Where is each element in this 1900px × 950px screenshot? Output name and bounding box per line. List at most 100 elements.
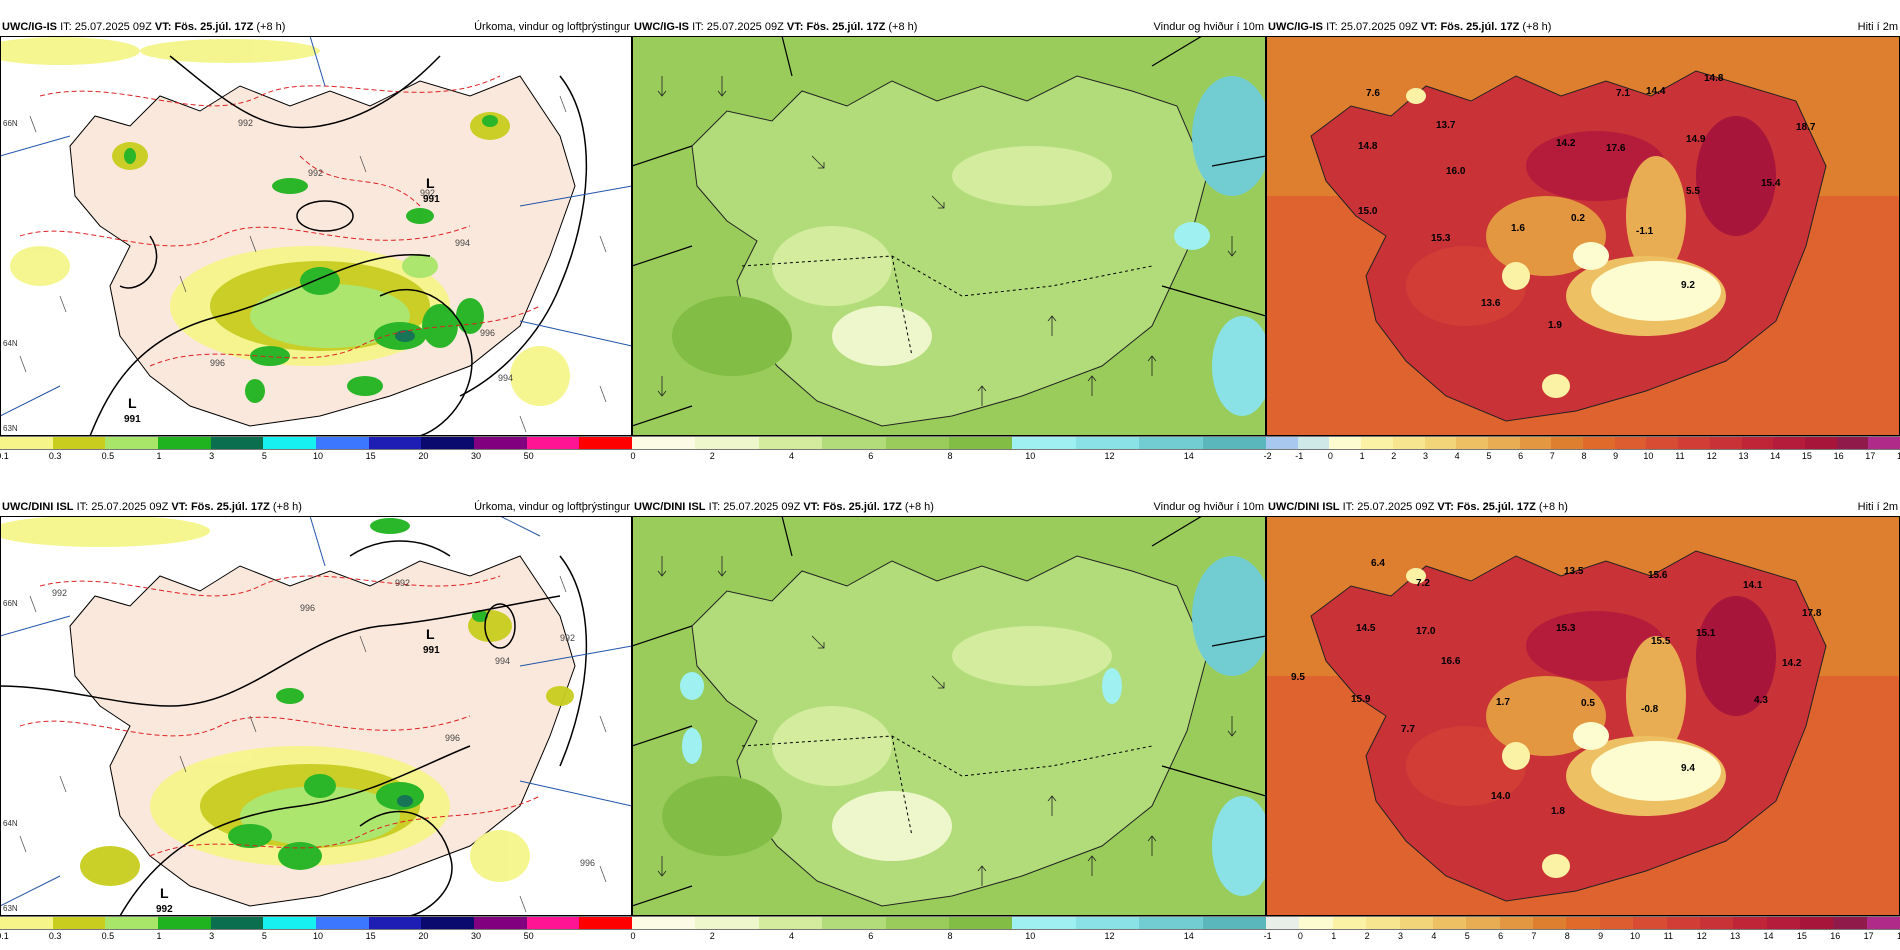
colorbar-tick: 0.1 xyxy=(0,931,9,941)
colorbar-tick: 1 xyxy=(1331,931,1337,941)
colorbar-swatch xyxy=(1297,437,1330,449)
colorbar-swatch xyxy=(1741,437,1774,449)
colorbar-tick: 18 xyxy=(1896,931,1900,941)
isobar-label: 992 xyxy=(52,588,67,598)
precip-map[interactable]: 992 992 992 994 996 996 996 66N 64N 63N … xyxy=(0,516,632,916)
colorbar-tick: 14 xyxy=(1183,931,1194,941)
colorbar-swatch xyxy=(52,437,106,449)
colorbar-swatch xyxy=(1773,437,1805,449)
temperature-label: 17.0 xyxy=(1416,626,1436,637)
colorbar-swatch xyxy=(1733,917,1767,929)
temperature-label: 9.2 xyxy=(1681,280,1695,291)
colorbar-swatch xyxy=(1399,917,1433,929)
low-marker: L xyxy=(128,395,137,411)
colorbar-tick: 14 xyxy=(1763,931,1774,941)
temperature-label: 15.9 xyxy=(1351,694,1371,705)
colorbar-swatch xyxy=(368,917,422,929)
colorbar-tick: 12 xyxy=(1706,451,1717,461)
low-marker: L xyxy=(426,626,435,642)
low-pressure: 991 xyxy=(423,645,440,656)
isobar-label: 996 xyxy=(300,603,315,613)
temp-map[interactable]: 6.4 7.2 14.5 17.0 16.6 9.5 15.9 7.7 1.7 0.5 -0.8 14… xyxy=(1266,516,1900,916)
colorbar-tick: 4 xyxy=(1431,931,1437,941)
colorbar-tick: 1 xyxy=(1359,451,1365,461)
colorbar-tick: 3 xyxy=(209,451,215,461)
colorbar-tick: 8 xyxy=(947,451,953,461)
isobar-label: 994 xyxy=(455,238,470,248)
colorbar-swatch xyxy=(158,437,211,449)
wind-map[interactable] xyxy=(632,516,1266,916)
lead-time: (+8 h) xyxy=(1522,21,1552,33)
lat-label: 63N xyxy=(3,424,18,433)
colorbar-swatch xyxy=(0,917,53,929)
colorbar-tick: 9 xyxy=(1613,451,1619,461)
lat-label: 64N xyxy=(3,339,18,348)
low-marker: L xyxy=(160,885,169,901)
it-label: IT: xyxy=(1326,21,1338,33)
colorbar-tick: 7 xyxy=(1531,931,1537,941)
it-value: 25.07.2025 09Z xyxy=(1357,501,1435,513)
colorbar-swatch xyxy=(885,437,950,449)
colorbar-swatch xyxy=(1075,437,1140,449)
precip-colorbar: 0.1 0.3 0.5 1 3 5 10 15 20 30 50 xyxy=(0,916,633,942)
colorbar-swatch xyxy=(263,437,317,449)
colorbar-swatch xyxy=(1075,917,1140,929)
it-value: 25.07.2025 09Z xyxy=(706,21,784,33)
colorbar-tick: 13 xyxy=(1738,451,1749,461)
colorbar-tick: 15 xyxy=(365,931,376,941)
model-name: UWC/DINI ISL xyxy=(1268,501,1340,513)
colorbar-tick: 0.5 xyxy=(101,931,115,941)
colorbar-tick: -2 xyxy=(1263,451,1272,461)
temperature-label: 14.2 xyxy=(1782,658,1802,669)
colorbar-swatch xyxy=(526,437,580,449)
temperature-label: 14.4 xyxy=(1646,86,1666,97)
temperature-label: 9.4 xyxy=(1681,763,1695,774)
colorbar-tick: 12 xyxy=(1104,451,1115,461)
temperature-label: 13.7 xyxy=(1436,120,1456,131)
temperature-label: 15.0 xyxy=(1358,206,1378,217)
colorbar-swatch xyxy=(368,437,422,449)
colorbar-swatch xyxy=(1646,437,1679,449)
precip-map[interactable]: 992 992 994 996 994 996 992 66N 64N 63N … xyxy=(0,36,632,436)
colorbar-swatch xyxy=(885,917,950,929)
colorbar-tick: 4 xyxy=(788,931,795,941)
colorbar-swatch xyxy=(1266,917,1300,929)
colorbar-tick: 20 xyxy=(418,931,429,941)
vt-value: Fös. 25.júl. 17Z xyxy=(822,501,902,513)
low-pressure: 991 xyxy=(124,414,141,425)
colorbar-tick: 11 xyxy=(1663,931,1673,941)
isobar-label: 992 xyxy=(560,633,575,643)
temperature-label: 14.1 xyxy=(1743,580,1763,591)
colorbar-tick: 30 xyxy=(470,451,482,461)
colorbar-tick: 4 xyxy=(788,451,795,461)
colorbar-tick: 6 xyxy=(868,931,874,941)
colorbar-swatch xyxy=(1012,917,1076,929)
vt-value: Fös. 25.júl. 17Z xyxy=(1456,501,1536,513)
temperature-label: 0.2 xyxy=(1571,213,1585,224)
temperature-label: 14.8 xyxy=(1358,141,1378,152)
colorbar-tick: 50 xyxy=(523,451,534,461)
temp-map[interactable]: 7.6 13.7 14.8 16.0 15.0 15.3 1.6 0.2 -1.1 13.6 1.9… xyxy=(1266,36,1900,436)
colorbar-tick: 0.5 xyxy=(101,451,115,461)
colorbar-swatch xyxy=(1466,917,1500,929)
wind-panel-bottom: UWC/DINI ISL IT: 25.07.2025 09Z VT: Fös.… xyxy=(630,498,1267,943)
temperature-label: 5.5 xyxy=(1686,186,1700,197)
isobar-label: 994 xyxy=(495,656,510,666)
colorbar-tick: 10 xyxy=(1630,931,1641,941)
temperature-label: -1.1 xyxy=(1636,226,1654,237)
temperature-label: 1.8 xyxy=(1551,806,1565,817)
wind-map[interactable] xyxy=(632,36,1266,436)
colorbar-tick: 18 xyxy=(1896,451,1900,461)
temp-colorbar: -2-1012345678910111213141516171819 xyxy=(1263,436,1900,462)
colorbar-swatch xyxy=(1678,437,1710,449)
colorbar-swatch xyxy=(695,917,759,929)
colorbar-swatch xyxy=(949,437,1013,449)
colorbar-swatch xyxy=(632,917,696,929)
colorbar-tick: 8 xyxy=(1581,451,1587,461)
model-name: UWC/IG-IS xyxy=(1268,21,1323,33)
low-pressure: 991 xyxy=(423,194,440,205)
colorbar-tick: 30 xyxy=(470,931,482,941)
wind-header: UWC/DINI ISL IT: 25.07.2025 09Z VT: Fös.… xyxy=(632,498,1266,516)
colorbar-swatch xyxy=(1299,917,1333,929)
colorbar-tick: 0 xyxy=(1327,451,1333,461)
